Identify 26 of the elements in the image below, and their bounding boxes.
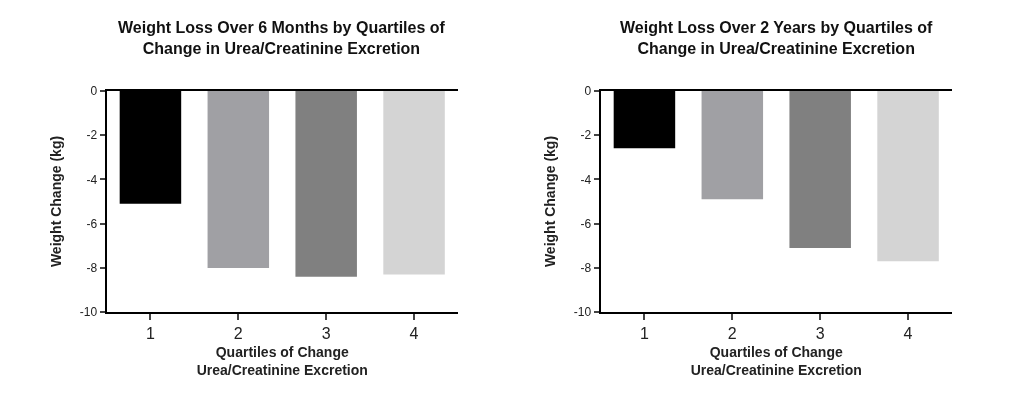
y-tick-label: 0 bbox=[584, 84, 592, 98]
x-tick-label: 1 bbox=[145, 325, 155, 343]
y-tick-label: -2 bbox=[580, 128, 592, 143]
x-tick-label: 3 bbox=[815, 325, 825, 343]
y-tick-label: -4 bbox=[580, 172, 592, 187]
x-tick-label: 2 bbox=[727, 325, 737, 343]
x-axis-title: Quartiles of Change Urea/Creatinine Excretion bbox=[196, 344, 368, 379]
y-tick-label: -8 bbox=[86, 261, 98, 276]
y-tick-label: -6 bbox=[580, 216, 592, 231]
y-tick-label: -2 bbox=[86, 128, 98, 143]
y-tick-label: 0 bbox=[90, 84, 98, 98]
x-axis-title: Quartiles of Change Urea/Creatinine Excretion bbox=[690, 344, 862, 379]
y-tick-label: -6 bbox=[86, 216, 98, 231]
y-axis-title: Weight Change (kg) bbox=[47, 135, 64, 268]
chart-title: Weight Loss Over 2 Years by Quartiles of Change in Urea/Creatinine Excretion bbox=[620, 19, 934, 57]
x-tick-label: 3 bbox=[321, 325, 331, 343]
y-tick-label: -4 bbox=[86, 172, 98, 187]
x-tick-label: 4 bbox=[903, 325, 913, 343]
x-tick-label: 4 bbox=[409, 325, 419, 343]
y-tick-label: -10 bbox=[573, 305, 592, 320]
y-tick-label: -8 bbox=[580, 261, 592, 276]
y-axis-title: Weight Change (kg) bbox=[541, 135, 558, 268]
y-tick-label: -10 bbox=[79, 305, 98, 320]
x-tick-label: 2 bbox=[233, 325, 243, 343]
x-tick-label: 1 bbox=[639, 325, 649, 343]
chart-title: Weight Loss Over 6 Months by Quartiles of Change in Urea/Creatinine Excretion bbox=[118, 19, 446, 57]
